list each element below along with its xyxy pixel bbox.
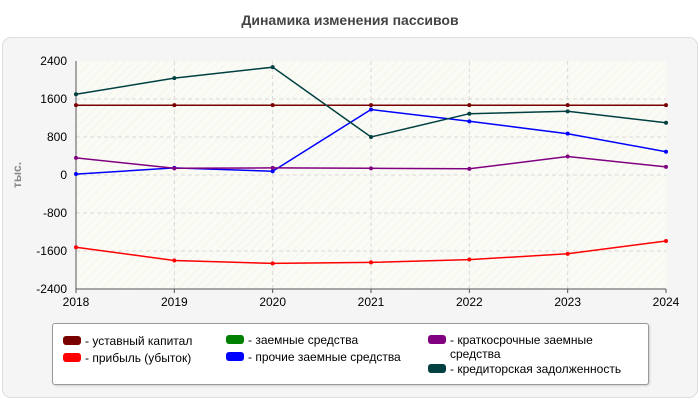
data-point[interactable] (565, 109, 570, 114)
x-tick-label: 2024 (653, 295, 680, 309)
legend-swatch (226, 335, 244, 344)
data-point[interactable] (172, 166, 177, 171)
data-point[interactable] (172, 76, 177, 81)
data-point[interactable] (467, 111, 472, 116)
data-point[interactable] (467, 119, 472, 124)
data-point[interactable] (74, 103, 78, 108)
legend-swatch (428, 364, 446, 373)
data-point[interactable] (565, 251, 570, 256)
data-point[interactable] (74, 155, 78, 160)
y-axis-label: тыс. (10, 162, 24, 188)
x-tick-label: 2023 (554, 295, 581, 309)
data-point[interactable] (565, 131, 570, 136)
x-tick-label: 2022 (456, 295, 483, 309)
x-tick-label: 2021 (358, 295, 385, 309)
x-tick-labels: 2018 2019 2020 2021 2022 2023 2024 (63, 295, 680, 309)
data-point[interactable] (369, 135, 373, 139)
data-point[interactable] (74, 172, 78, 177)
data-point[interactable] (369, 260, 373, 265)
data-point[interactable] (270, 165, 275, 170)
data-point[interactable] (467, 257, 472, 262)
y-tick-label: 1600 (40, 92, 67, 106)
data-point[interactable] (664, 239, 668, 244)
data-point[interactable] (664, 149, 668, 154)
data-point[interactable] (270, 103, 275, 108)
data-point[interactable] (270, 169, 275, 174)
x-tick-label: 2020 (259, 295, 286, 309)
data-point[interactable] (74, 245, 78, 250)
y-tick-label: -2400 (36, 282, 67, 296)
chart-title: Динамика изменения пассивов (241, 12, 459, 28)
legend-label: - заемные средства (248, 333, 359, 347)
data-point[interactable] (565, 103, 570, 108)
data-point[interactable] (172, 103, 177, 108)
data-point[interactable] (172, 258, 177, 263)
data-point[interactable] (467, 166, 472, 171)
legend: - уставный капитал - прибыль (убыток) - … (52, 323, 649, 385)
grid-lines (76, 61, 666, 289)
legend-label: - краткосрочные заемные средства (450, 333, 593, 361)
legend-label: - прибыль (убыток) (85, 351, 192, 365)
data-point[interactable] (74, 92, 78, 97)
legend-swatch (63, 353, 81, 362)
y-tick-label: -800 (43, 206, 67, 220)
x-tick-label: 2019 (161, 295, 188, 309)
data-point[interactable] (369, 166, 373, 171)
y-tick-label: 2400 (40, 54, 67, 68)
data-point[interactable] (270, 261, 275, 266)
y-tick-label: 800 (47, 130, 67, 144)
y-tick-label: 0 (60, 168, 67, 182)
series-5 (74, 65, 668, 139)
x-tick-label: 2018 (63, 295, 90, 309)
series-1 (74, 239, 668, 266)
y-tick-label: -1600 (36, 244, 67, 258)
y-tick-labels: 2400 1600 800 0 -800 -1600 -2400 (36, 54, 67, 296)
legend-label: - кредиторская задолженность (450, 362, 622, 376)
data-point[interactable] (369, 107, 373, 112)
legend-swatch (428, 335, 446, 344)
series-4 (74, 154, 668, 171)
data-point[interactable] (664, 103, 668, 108)
series-lines (74, 65, 668, 266)
legend-swatch (63, 336, 81, 345)
series-0 (74, 103, 668, 108)
data-point[interactable] (270, 65, 275, 70)
legend-label: - прочие заемные средства (248, 350, 401, 364)
legend-swatch (226, 352, 244, 361)
data-point[interactable] (664, 120, 668, 125)
legend-label: - уставный капитал (85, 334, 193, 348)
data-point[interactable] (369, 103, 373, 108)
data-point[interactable] (664, 164, 668, 169)
data-point[interactable] (565, 154, 570, 159)
data-point[interactable] (467, 103, 472, 108)
